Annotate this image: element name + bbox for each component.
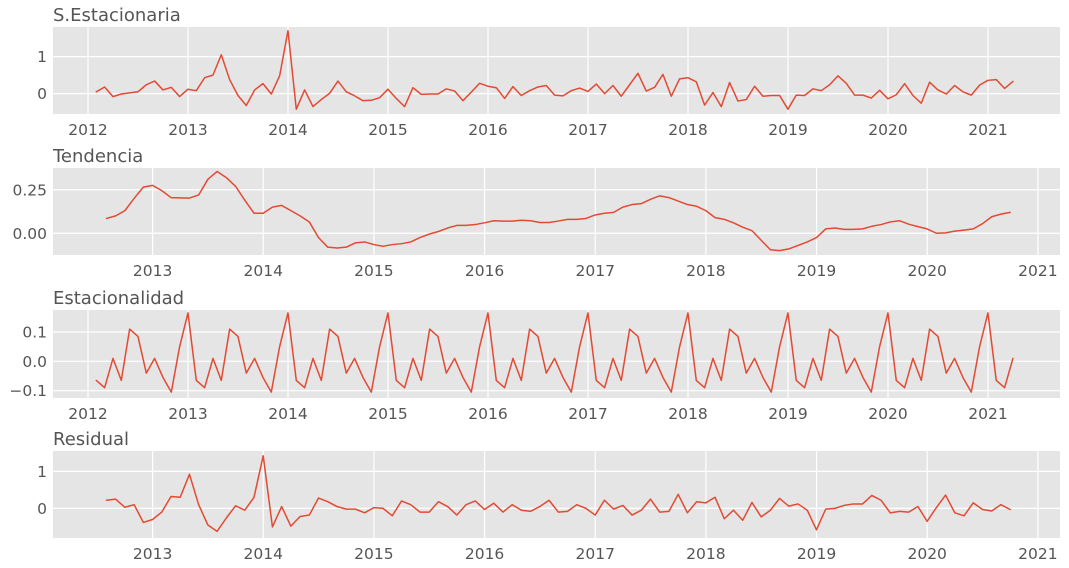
tendencia-plot-area: [53, 168, 1060, 255]
estacionalidad-y-tick-label: 0.0: [22, 353, 47, 371]
residual-y-tick-label: 0: [37, 500, 47, 518]
estacionalidad-series-line: [95, 312, 1014, 393]
estacionalidad-x-tick-label: 2015: [368, 405, 407, 423]
residual-x-tick-label: 2014: [244, 545, 283, 563]
residual-series-line: [105, 455, 1011, 533]
tendencia-x-tick-label: 2019: [797, 262, 836, 280]
residual-x-tick-label: 2016: [465, 545, 504, 563]
estacionalidad-y-tick-label: 0.1: [22, 324, 47, 342]
s-estacionaria-x-tick-label: 2018: [668, 121, 707, 139]
s-estacionaria-x-tick-label: 2017: [568, 121, 607, 139]
s-estacionaria-series-line: [95, 29, 1014, 110]
tendencia-x-tick-label: 2020: [907, 262, 946, 280]
tendencia-x-tick-label: 2014: [244, 262, 283, 280]
estacionalidad-y-tick-label: −0.1: [9, 382, 47, 400]
residual-panel: Residual 2013 2014 2015 2016 2017 2018 2019 2020…: [37, 429, 1060, 563]
estacionalidad-panel: Estacionalidad 2012 2013 2014 2015 2016 2017 20…: [9, 288, 1060, 423]
tendencia-title: Tendencia: [52, 146, 143, 167]
residual-x-tick-label: 2018: [686, 545, 725, 563]
tendencia-x-tick-label: 2016: [465, 262, 504, 280]
residual-x-tick-label: 2021: [1018, 545, 1057, 563]
tendencia-series-line: [105, 170, 1011, 252]
estacionalidad-x-tick-label: 2014: [268, 405, 307, 423]
residual-x-tick-label: 2019: [797, 545, 836, 563]
tendencia-x-tick-label: 2021: [1018, 262, 1057, 280]
s-estacionaria-y-tick-label: 0: [37, 85, 47, 103]
tendencia-x-tick-label: 2018: [686, 262, 725, 280]
residual-x-tick-label: 2013: [133, 545, 172, 563]
s-estacionaria-plot-area: [53, 27, 1060, 114]
tendencia-panel: Tendencia 2013 2014 2015 2016 2017 2018 2019 202…: [12, 146, 1060, 280]
estacionalidad-x-tick-label: 2016: [468, 405, 507, 423]
estacionalidad-x-tick-label: 2020: [868, 405, 907, 423]
estacionalidad-x-tick-label: 2021: [968, 405, 1007, 423]
estacionalidad-x-tick-label: 2012: [68, 405, 107, 423]
estacionalidad-plot-area: [53, 310, 1060, 398]
s-estacionaria-x-tick-label: 2015: [368, 121, 407, 139]
estacionalidad-title: Estacionalidad: [53, 288, 184, 309]
residual-plot-area: [53, 451, 1060, 538]
s-estacionaria-x-tick-label: 2013: [168, 121, 207, 139]
s-estacionaria-x-tick-label: 2012: [68, 121, 107, 139]
tendencia-x-tick-label: 2015: [354, 262, 393, 280]
tendencia-x-tick-label: 2017: [576, 262, 615, 280]
s-estacionaria-title: S.Estacionaria: [53, 5, 181, 26]
residual-y-tick-label: 1: [37, 463, 47, 481]
tendencia-x-tick-label: 2013: [133, 262, 172, 280]
s-estacionaria-y-tick-label: 1: [37, 48, 47, 66]
tendencia-y-tick-label: 0.25: [12, 181, 47, 199]
estacionalidad-x-tick-label: 2018: [668, 405, 707, 423]
s-estacionaria-x-tick-label: 2014: [268, 121, 307, 139]
tendencia-y-tick-label: 0.00: [12, 225, 47, 243]
s-estacionaria-x-tick-label: 2019: [768, 121, 807, 139]
residual-x-tick-label: 2020: [907, 545, 946, 563]
residual-x-tick-label: 2015: [354, 545, 393, 563]
s-estacionaria-panel: S.Estacionaria 2012 2013 2014 2015 2016 2017 20…: [37, 5, 1060, 139]
s-estacionaria-x-tick-label: 2020: [868, 121, 907, 139]
residual-x-tick-label: 2017: [576, 545, 615, 563]
residual-title: Residual: [53, 429, 129, 450]
estacionalidad-x-tick-label: 2019: [768, 405, 807, 423]
estacionalidad-x-tick-label: 2013: [168, 405, 207, 423]
s-estacionaria-x-tick-label: 2016: [468, 121, 507, 139]
estacionalidad-x-tick-label: 2017: [568, 405, 607, 423]
s-estacionaria-x-tick-label: 2021: [968, 121, 1007, 139]
